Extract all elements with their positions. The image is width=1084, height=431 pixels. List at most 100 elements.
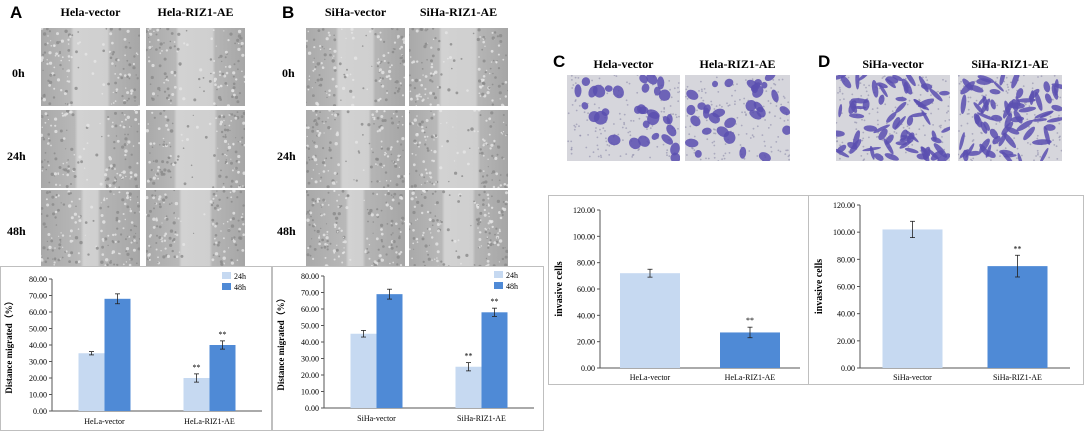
y-tick-label: 0.00 — [841, 364, 855, 373]
y-tick-label: 60.00 — [577, 285, 595, 294]
y-tick-label: 30.00 — [29, 358, 47, 367]
x-category-label: HeLa-vector — [84, 417, 125, 426]
y-tick-label: 80.00 — [301, 272, 319, 281]
panel-a-col-label-vector: Hela-vector — [60, 5, 121, 19]
x-category-label: SiHa-vector — [893, 373, 932, 382]
bar — [987, 266, 1048, 368]
panel-label-b: B — [282, 3, 295, 22]
y-tick-label: 20.00 — [577, 338, 595, 347]
y-tick-label: 40.00 — [837, 310, 855, 319]
bar — [455, 366, 482, 408]
legend-swatch — [494, 282, 503, 289]
bar — [882, 229, 943, 368]
panel-d-invasion-chart: 0.00 20.00 40.00 60.00 80.00 100.00 120.00 inva… — [808, 195, 1084, 385]
significance-marker: ** — [219, 330, 227, 339]
panel-a-micrograph-vector-2 — [41, 190, 140, 268]
y-tick-label: 60.00 — [301, 305, 319, 314]
x-category-label: SiHa-RIZ1-AE — [993, 373, 1042, 382]
panel-a-row-label-24h: 24h — [7, 149, 26, 163]
significance-marker: ** — [746, 316, 754, 325]
y-tick-label: 30.00 — [301, 355, 319, 364]
x-category-label: SiHa-RIZ1-AE — [457, 414, 506, 423]
x-category-label: SiHa-vector — [357, 414, 396, 423]
panel-c-micrograph-vector — [567, 75, 680, 161]
bar — [720, 332, 780, 368]
x-category-label: HeLa-RIZ1-AE — [184, 417, 235, 426]
legend-label: 24h — [234, 272, 246, 281]
panel-b-micrograph-riz1-0 — [409, 28, 508, 106]
bar — [78, 353, 105, 411]
panel-a-micrograph-riz1-2 — [146, 190, 245, 268]
panel-b-micrograph-vector-0 — [306, 28, 405, 106]
panel-b-col-label-riz1: SiHa-RIZ1-AE — [419, 5, 498, 19]
y-tick-label: 100.00 — [833, 228, 855, 237]
bar — [620, 273, 680, 368]
panel-a-col-label-riz1: Hela-RIZ1-AE — [157, 5, 234, 19]
legend-label: 48h — [234, 283, 246, 292]
significance-marker: ** — [1014, 244, 1022, 253]
y-axis-label: invasive cells — [814, 259, 825, 314]
panel-c-col-label-riz1: Hela-RIZ1-AE — [699, 57, 776, 71]
y-tick-label: 100.00 — [573, 232, 595, 241]
x-category-label: HeLa-RIZ1-AE — [725, 373, 776, 382]
x-category-label: HeLa-vector — [630, 373, 671, 382]
panel-b-col-label-vector: SiHa-vector — [324, 5, 387, 19]
bar — [376, 294, 403, 408]
y-axis-label: invasive cells — [554, 261, 565, 316]
panel-b-row-label-48h: 48h — [277, 224, 296, 238]
panel-d-micrograph-vector — [836, 75, 950, 161]
panel-b-micrograph-riz1-2 — [409, 190, 508, 268]
y-tick-label: 0.00 — [305, 404, 319, 413]
panel-b-micrograph-riz1-1 — [409, 110, 508, 188]
y-tick-label: 20.00 — [29, 374, 47, 383]
y-tick-label: 70.00 — [301, 289, 319, 298]
significance-marker: ** — [465, 352, 473, 361]
y-tick-label: 60.00 — [29, 308, 47, 317]
y-tick-label: 10.00 — [29, 391, 47, 400]
significance-marker: ** — [491, 297, 499, 306]
legend-swatch — [222, 283, 231, 290]
panel-label-c: C — [553, 52, 566, 71]
bar — [209, 345, 236, 411]
y-tick-label: 40.00 — [301, 338, 319, 347]
y-tick-label: 20.00 — [301, 371, 319, 380]
panel-c-micrograph-riz1 — [685, 75, 790, 161]
y-tick-label: 50.00 — [29, 325, 47, 334]
legend-swatch — [494, 271, 503, 278]
y-tick-label: 80.00 — [577, 259, 595, 268]
panel-a-row-label-0h: 0h — [12, 66, 25, 80]
legend-label: 48h — [506, 282, 518, 291]
panel-label-a: A — [10, 3, 23, 22]
y-tick-label: 120.00 — [833, 201, 855, 210]
y-tick-label: 0.00 — [33, 407, 47, 416]
panel-label-d: D — [818, 52, 831, 71]
panel-d-micrograph-riz1 — [958, 75, 1062, 161]
panel-b-micrograph-vector-2 — [306, 190, 405, 268]
panel-a-micrograph-vector-0 — [41, 28, 140, 106]
panel-a-micrograph-vector-1 — [41, 110, 140, 188]
panel-c-invasion-chart: 0.00 20.00 40.00 60.00 80.00 100.00 120.00 inva… — [548, 195, 816, 385]
y-tick-label: 60.00 — [837, 283, 855, 292]
y-tick-label: 120.00 — [573, 206, 595, 215]
y-tick-label: 10.00 — [301, 388, 319, 397]
panel-b-row-label-0h: 0h — [282, 66, 295, 80]
y-axis-label: Distance migrated（%） — [4, 296, 14, 393]
bar — [350, 333, 377, 408]
bar — [104, 298, 131, 411]
panel-c-col-label-vector: Hela-vector — [593, 57, 654, 71]
y-axis-label: Distance migrated（%） — [276, 293, 286, 390]
panel-a-row-label-48h: 48h — [7, 224, 26, 238]
y-tick-label: 80.00 — [837, 255, 855, 264]
bar — [481, 312, 508, 408]
panel-b-migration-chart: 0.00 10.00 20.00 30.00 40.00 50.00 60.00 70.00 8… — [272, 266, 544, 431]
y-tick-label: 40.00 — [29, 341, 47, 350]
y-tick-label: 0.00 — [581, 364, 595, 373]
panel-b-micrograph-vector-1 — [306, 110, 405, 188]
legend-label: 24h — [506, 271, 518, 280]
y-tick-label: 70.00 — [29, 292, 47, 301]
panel-b-row-label-24h: 24h — [277, 149, 296, 163]
panel-d-col-label-riz1: SiHa-RIZ1-AE — [971, 57, 1049, 71]
panel-a-migration-chart: 0.00 10.00 20.00 30.00 40.00 50.00 60.00 70.00 8… — [0, 266, 272, 431]
y-tick-label: 50.00 — [301, 322, 319, 331]
panel-d-col-label-vector: SiHa-vector — [862, 57, 924, 71]
